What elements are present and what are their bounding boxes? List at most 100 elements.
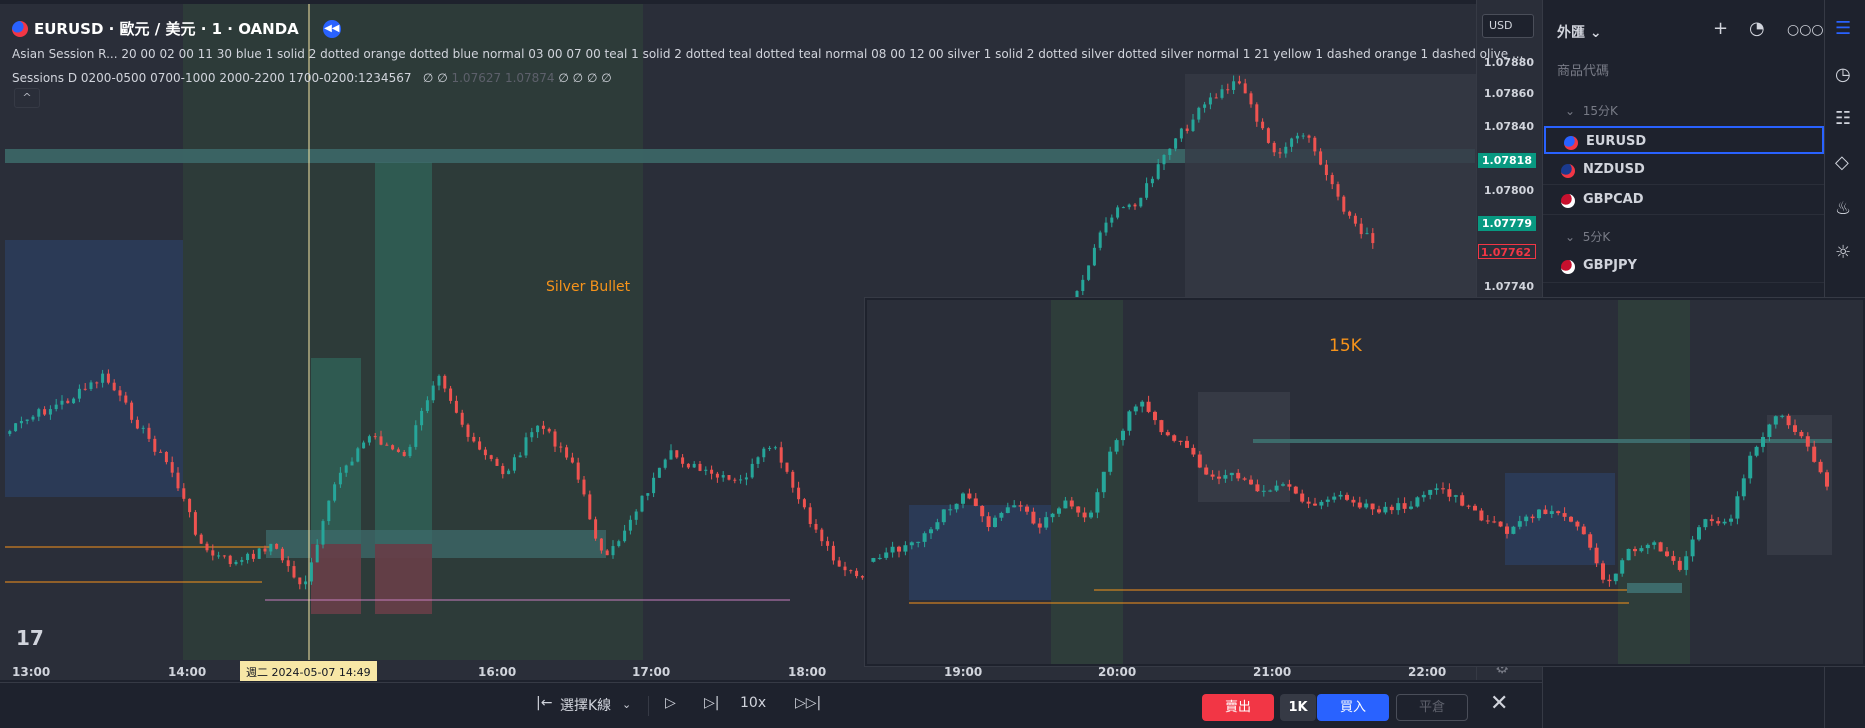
time-axis[interactable]: 13:00 14:00 16:00 17:00 18:00 19:00 20:0…: [0, 660, 1476, 684]
candle: [472, 436, 476, 442]
price-badge-current: 1.07818: [1478, 153, 1536, 168]
candle: [1232, 81, 1236, 90]
inset-london-zone: [1051, 300, 1123, 664]
candle: [1324, 164, 1328, 176]
end-icon[interactable]: ▷▷|: [795, 695, 822, 711]
candle: [1191, 119, 1195, 131]
bottom-bar: |← 選擇K線 ⌄ ▷ ▷| 10x ▷▷| 賣出 1K 買入 平倉 ✕: [0, 682, 1542, 728]
candle: [1818, 461, 1823, 473]
candle: [1162, 154, 1166, 165]
candle: [1594, 547, 1599, 564]
watchlist-item-gbpcad[interactable]: GBPCAD: [1543, 186, 1825, 214]
candle: [941, 509, 946, 523]
candle: [286, 560, 290, 567]
inset-candlestick-chart: [871, 300, 1832, 664]
candle: [1652, 542, 1657, 545]
quantity-button[interactable]: 1K: [1280, 694, 1316, 721]
candle: [1165, 432, 1170, 436]
time-label: 13:00: [12, 665, 51, 679]
candle: [1415, 497, 1420, 507]
red-block-2: [375, 544, 432, 614]
play-icon[interactable]: ▷: [665, 695, 676, 711]
candle: [176, 472, 180, 489]
watchlist-item-gbpjpy[interactable]: GBPJPY: [1543, 252, 1825, 280]
candle: [269, 543, 273, 552]
candlestick-chart[interactable]: [0, 4, 1476, 660]
candle: [112, 382, 116, 391]
indicator-2[interactable]: Sessions D 0200-0500 0700-1000 2000-2200…: [12, 71, 1523, 85]
section-5m[interactable]: ⌄ 5分K: [1565, 230, 1611, 244]
candle: [1266, 128, 1270, 143]
candle: [124, 395, 128, 403]
candle: [1217, 476, 1221, 479]
candle: [1179, 128, 1183, 139]
price-label: 1.07800: [1483, 184, 1534, 197]
asian-session-zone: [5, 240, 183, 497]
candle: [205, 543, 209, 551]
close-icon[interactable]: ✕: [1490, 691, 1509, 716]
plus-icon[interactable]: +: [1713, 18, 1729, 39]
candle: [19, 421, 23, 424]
price-badge: 1.07779: [1478, 216, 1536, 231]
layers-icon[interactable]: ◇: [1835, 152, 1849, 173]
symbol-title[interactable]: EURUSD · 歐元 / 美元 · 1 · OANDA: [34, 20, 299, 38]
pie-chart-icon[interactable]: ◔: [1749, 18, 1765, 39]
candle: [1556, 511, 1561, 514]
watchlist-item-eurusd[interactable]: EURUSD: [1544, 126, 1824, 154]
candle: [628, 519, 632, 531]
candle: [362, 442, 366, 449]
candle: [1588, 534, 1593, 548]
candle: [25, 419, 29, 422]
sell-button[interactable]: 賣出: [1202, 694, 1274, 721]
inset-15k-chart[interactable]: 15K: [865, 298, 1865, 666]
watchlist-title[interactable]: 外匯 ⌄: [1557, 25, 1602, 41]
collapse-legend-button[interactable]: ^: [14, 88, 40, 108]
currency-selector[interactable]: USD: [1482, 14, 1534, 38]
speed-selector[interactable]: 10x: [740, 695, 767, 711]
candle: [1780, 415, 1785, 417]
fire-icon[interactable]: ♨: [1835, 198, 1852, 219]
inset-asian-zone: [909, 505, 1051, 600]
candle: [211, 550, 215, 556]
candle: [634, 511, 638, 520]
candle: [652, 477, 656, 494]
candle: [1825, 472, 1829, 487]
bulb-icon[interactable]: ☼: [1835, 242, 1852, 263]
candle: [1722, 521, 1727, 524]
more-icon[interactable]: ○○○: [1787, 22, 1824, 38]
candle: [48, 409, 52, 415]
list-icon[interactable]: ☷: [1835, 108, 1852, 129]
buy-button[interactable]: 買入: [1317, 694, 1389, 721]
candle: [750, 463, 754, 478]
candle: [89, 382, 93, 390]
candle: [518, 455, 522, 458]
candle: [1562, 513, 1567, 517]
candle: [1301, 135, 1305, 137]
bar-select-icon[interactable]: |←: [536, 695, 553, 711]
chevron-down-icon[interactable]: ⌄: [622, 698, 632, 711]
candle: [1063, 500, 1068, 509]
candle: [292, 566, 296, 578]
section-15m[interactable]: ⌄ 15分K: [1565, 104, 1618, 118]
bar-select-button[interactable]: 選擇K線: [560, 698, 612, 714]
rewind-icon[interactable]: ◀◀: [322, 19, 341, 38]
candle: [8, 431, 12, 434]
candle: [1204, 467, 1209, 475]
watchlist-icon[interactable]: ☰: [1835, 18, 1852, 39]
candle: [1332, 496, 1337, 500]
column-header-symbol[interactable]: 商品代碼: [1557, 64, 1610, 79]
candle: [356, 448, 360, 462]
watchlist-item-nzdusd[interactable]: NZDUSD: [1543, 156, 1825, 184]
candle: [692, 463, 696, 468]
candle: [1156, 164, 1160, 179]
indicator-1[interactable]: Asian Session R... 20 00 02 00 11 30 blu…: [12, 47, 1523, 61]
candle: [495, 458, 499, 466]
indicator-2-val: ∅: [437, 71, 448, 85]
close-position-button[interactable]: 平倉: [1396, 694, 1468, 721]
alarm-icon[interactable]: ◷: [1835, 64, 1851, 85]
candle: [1353, 215, 1357, 224]
candle: [1348, 211, 1352, 216]
candle: [686, 463, 690, 468]
step-icon[interactable]: ▷|: [704, 695, 720, 711]
candle: [1210, 474, 1215, 477]
